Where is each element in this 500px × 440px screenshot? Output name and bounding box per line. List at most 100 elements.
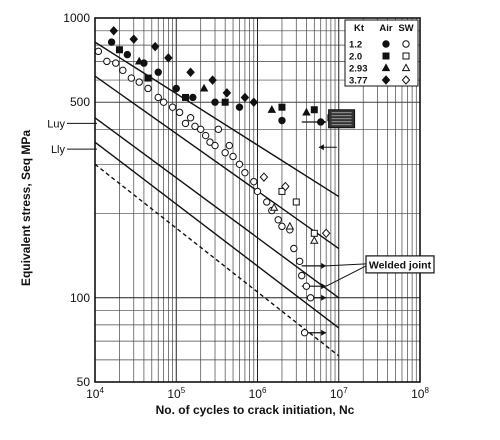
runout-arrow bbox=[321, 329, 327, 336]
runout-arrow bbox=[321, 294, 327, 301]
legend-header-air: Air bbox=[379, 23, 393, 34]
point-kt1_2-sw bbox=[211, 141, 219, 150]
point-kt1_2-sw bbox=[154, 93, 162, 102]
point-kt3_77-air bbox=[164, 53, 173, 63]
point-kt1_2-sw bbox=[206, 138, 214, 146]
point-kt2_93-air bbox=[302, 107, 311, 116]
data-points bbox=[94, 26, 335, 337]
point-kt1_2-sw bbox=[159, 98, 168, 106]
point-kt1_2-air bbox=[189, 93, 197, 102]
legend: Kt Air SW 1.22.02.933.77 bbox=[344, 19, 419, 87]
x-tick-label: 107 bbox=[330, 386, 348, 401]
fit-line-lower-2 bbox=[94, 141, 340, 329]
runout-arrow bbox=[321, 262, 327, 269]
point-kt3_77-air bbox=[222, 88, 232, 98]
point-kt1_2-sw bbox=[241, 168, 249, 177]
point-kt2_0-air bbox=[182, 93, 190, 101]
fit-lines bbox=[94, 41, 340, 357]
point-kt3_77-air bbox=[109, 26, 118, 36]
grid bbox=[95, 18, 420, 382]
point-kt1_2-sw bbox=[144, 84, 152, 93]
plot-frame bbox=[94, 17, 421, 383]
x-tick-label: 106 bbox=[249, 386, 267, 401]
y-tick-label: 100 bbox=[70, 291, 90, 305]
legend-kt-label: 2.93 bbox=[349, 64, 368, 75]
legend-marker-air bbox=[381, 75, 391, 85]
point-kt1_2-air bbox=[317, 118, 325, 126]
point-kt1_2-sw bbox=[103, 57, 111, 66]
point-kt1_2-sw bbox=[302, 282, 311, 290]
point-kt2_93-air bbox=[134, 56, 144, 65]
point-kt3_77-air bbox=[249, 97, 259, 107]
legend-header-sw: SW bbox=[398, 23, 413, 34]
reference-levels: Luy Lly bbox=[47, 118, 97, 156]
point-kt1_2-sw bbox=[135, 78, 143, 86]
fit-line-lower-3 bbox=[94, 163, 340, 357]
fit-line-middle bbox=[94, 75, 340, 250]
x-axis-label: No. of cycles to crack initiation, Nc bbox=[156, 403, 355, 417]
runout-arrow bbox=[321, 283, 327, 290]
runout-levels bbox=[301, 118, 327, 336]
point-kt2_0-air bbox=[310, 106, 318, 114]
legend-marker-air bbox=[382, 40, 390, 48]
point-kt1_2-sw bbox=[201, 131, 210, 140]
fit-line-upper bbox=[94, 41, 340, 198]
point-kt1_2-sw bbox=[112, 59, 120, 67]
legend-kt-label: 3.77 bbox=[349, 76, 368, 87]
point-kt3_77-sw bbox=[259, 172, 269, 182]
point-kt1_2-sw bbox=[191, 122, 199, 131]
point-kt1_2-sw bbox=[175, 108, 184, 117]
point-kt1_2-sw bbox=[263, 198, 271, 206]
point-kt2_93-air bbox=[267, 105, 277, 113]
point-kt3_77-air bbox=[186, 67, 195, 77]
point-kt3_77-air bbox=[129, 34, 139, 44]
point-kt1_2-sw bbox=[225, 141, 234, 150]
legend-header-kt: Kt bbox=[354, 23, 365, 34]
y-axis-label: Equivalent stress, Seq MPa bbox=[19, 130, 33, 286]
legend-marker-air bbox=[382, 52, 390, 60]
pointer-arrow-head bbox=[318, 144, 324, 151]
point-kt1_2-sw bbox=[197, 125, 205, 134]
point-kt1_2-air bbox=[172, 84, 180, 93]
point-kt2_93-air bbox=[199, 83, 209, 92]
point-kt3_77-air bbox=[208, 75, 217, 85]
point-kt2_0-air bbox=[144, 74, 152, 82]
point-kt1_2-sw bbox=[306, 294, 315, 302]
x-tick-label: 105 bbox=[167, 386, 185, 401]
point-kt1_2-air bbox=[278, 116, 286, 125]
x-tick-label: 108 bbox=[411, 386, 429, 401]
legend-marker-sw bbox=[401, 63, 411, 72]
legend-kt-label: 2.0 bbox=[349, 52, 362, 63]
point-kt2_93-sw bbox=[269, 202, 279, 211]
point-kt2_93-sw bbox=[310, 236, 319, 244]
point-kt1_2-air bbox=[154, 68, 162, 76]
x-tick-label: 104 bbox=[86, 386, 104, 401]
legend-marker-air bbox=[381, 63, 391, 72]
legend-kt-label: 1.2 bbox=[349, 40, 362, 51]
legend-marker-sw bbox=[402, 52, 410, 60]
point-kt1_2-sw bbox=[235, 160, 244, 168]
point-kt3_77-air bbox=[150, 41, 160, 52]
point-kt1_2-sw bbox=[168, 103, 177, 111]
point-kt1_2-air bbox=[107, 38, 116, 46]
point-kt1_2-sw bbox=[253, 187, 262, 196]
point-kt1_2-sw bbox=[229, 152, 237, 161]
point-kt1_2-sw bbox=[278, 222, 286, 231]
point-kt1_2-sw bbox=[274, 216, 282, 224]
welded-joint-pointer bbox=[326, 263, 367, 267]
point-kt1_2-air bbox=[235, 103, 244, 111]
fit-line-lower-1 bbox=[94, 117, 340, 299]
point-kt3_77-air bbox=[240, 92, 250, 103]
annotations: Welded joint bbox=[318, 109, 435, 287]
point-kt1_2-sw bbox=[295, 257, 304, 266]
point-kt2_0-sw bbox=[278, 187, 286, 195]
point-kt1_2-sw bbox=[181, 119, 190, 128]
point-kt1_2-sw bbox=[127, 74, 136, 82]
ref-label-luy: Luy bbox=[47, 118, 65, 130]
point-kt1_2-sw bbox=[250, 177, 258, 186]
welded-joint-label: Welded joint bbox=[369, 259, 432, 271]
y-tick-label: 500 bbox=[70, 95, 90, 109]
point-kt1_2-sw bbox=[119, 66, 127, 75]
point-kt1_2-sw bbox=[298, 271, 306, 280]
